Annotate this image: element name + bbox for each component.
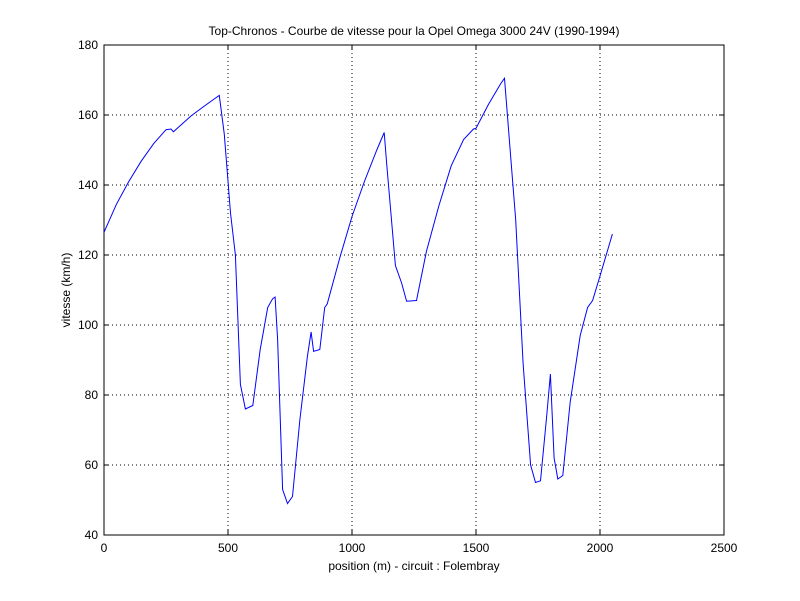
grid-lines bbox=[104, 45, 724, 535]
y-tick-label: 40 bbox=[85, 528, 99, 542]
x-tick-label: 500 bbox=[218, 541, 238, 555]
plot-frame bbox=[103, 44, 725, 536]
axis-tick-labels: 0 500 1000 1500 2000 2500 40 60 80 100 120 140 160 18… bbox=[78, 38, 738, 555]
x-axis-label: position (m) - circuit : Folembray bbox=[328, 559, 499, 573]
y-axis-label: vitesse (km/h) bbox=[59, 253, 73, 328]
x-tick-label: 0 bbox=[101, 541, 108, 555]
y-tick-label: 100 bbox=[78, 318, 98, 332]
chart-title: Top-Chronos - Courbe de vitesse pour la … bbox=[209, 24, 620, 38]
y-tick-label: 160 bbox=[78, 108, 98, 122]
y-tick-label: 120 bbox=[78, 248, 98, 262]
speed-series-line bbox=[103, 76, 613, 505]
x-tick-label: 1500 bbox=[463, 541, 490, 555]
x-tick-label: 2000 bbox=[587, 541, 614, 555]
y-tick-label: 180 bbox=[78, 38, 98, 52]
axis-ticks bbox=[103, 44, 725, 536]
y-tick-label: 80 bbox=[85, 388, 99, 402]
y-tick-label: 140 bbox=[78, 178, 98, 192]
x-tick-label: 1000 bbox=[339, 541, 366, 555]
y-tick-label: 60 bbox=[85, 458, 99, 472]
x-tick-label: 2500 bbox=[711, 541, 738, 555]
